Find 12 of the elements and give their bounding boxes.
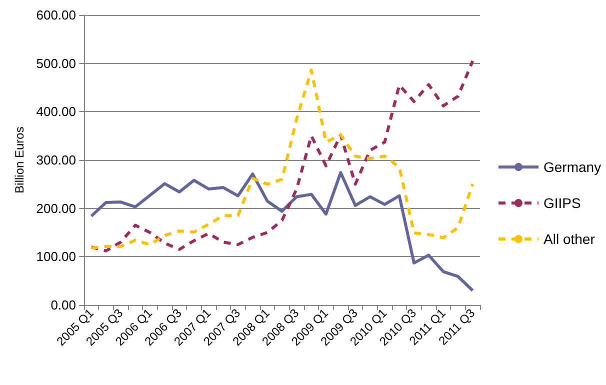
y-tick-label: 500.00 — [36, 56, 76, 71]
y-axis-title: Billion Euros — [12, 126, 26, 194]
y-tick-label: 200.00 — [36, 200, 76, 216]
y-tick-label: 600.00 — [36, 8, 76, 22]
legend-label: All other — [544, 231, 596, 247]
legend-label: GIIPS — [544, 195, 581, 211]
y-tick-label: 0.00 — [50, 298, 76, 312]
y-tick-label: 400.00 — [36, 104, 76, 120]
y-tick-label: 300.00 — [36, 152, 76, 168]
legend-label: Germany — [544, 159, 602, 175]
y-tick-label: 100.00 — [36, 249, 76, 264]
line-series — [90, 171, 474, 292]
